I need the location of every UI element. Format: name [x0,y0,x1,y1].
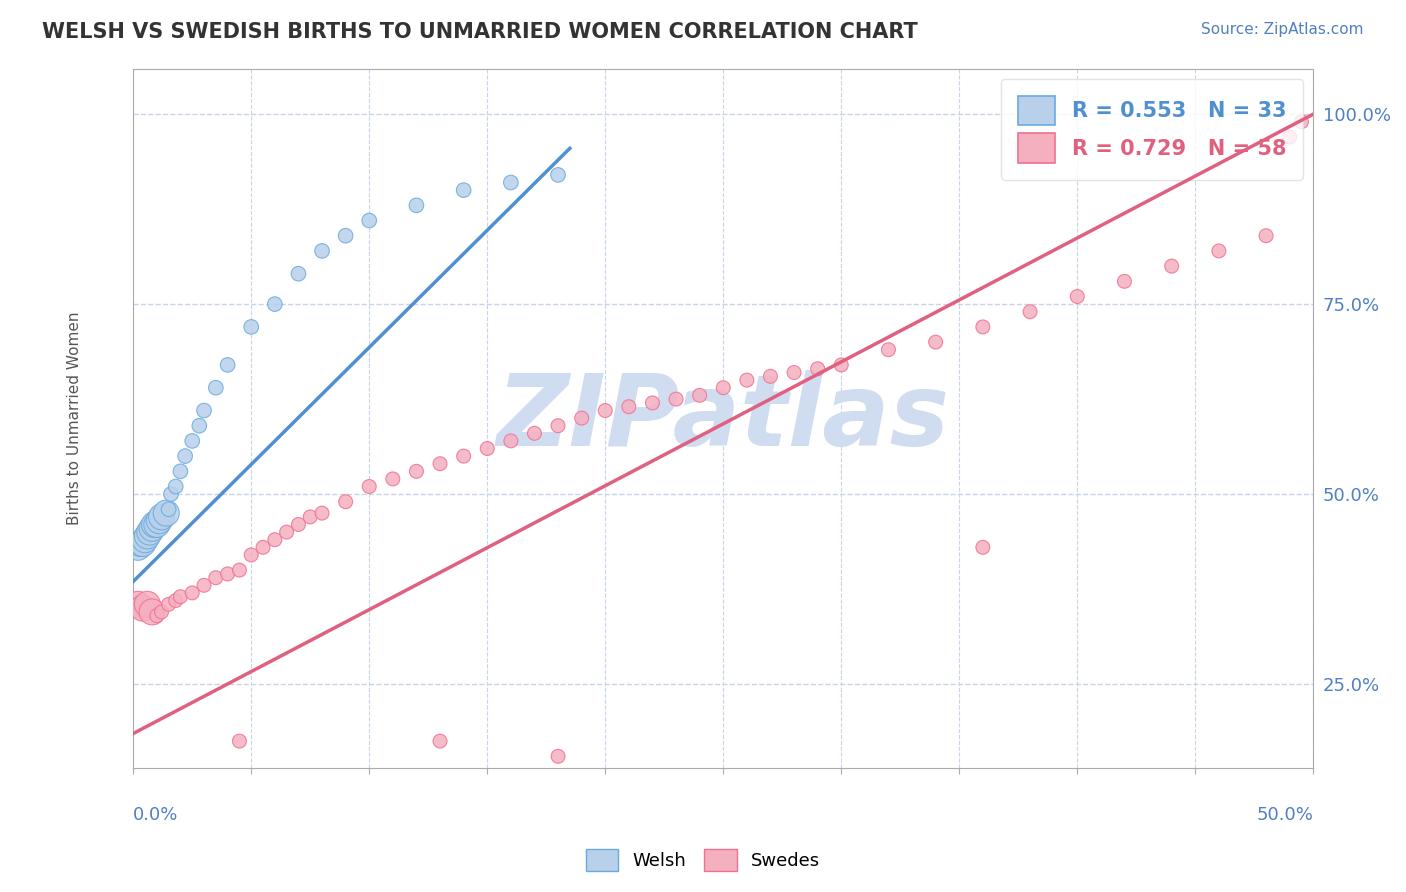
Point [547,168,569,182]
Point [205,571,228,585]
Point [405,198,427,212]
Point [759,369,782,384]
Point [477,442,499,456]
Point [665,392,688,406]
Point [547,418,569,433]
Point [169,590,191,604]
Point [228,734,250,748]
Point [139,525,162,540]
Point [134,533,156,547]
Point [972,319,994,334]
Text: ZIPatlas: ZIPatlas [496,369,950,467]
Point [689,388,711,402]
Legend: R = 0.553   N = 33, R = 0.729   N = 58: R = 0.553 N = 33, R = 0.729 N = 58 [1001,78,1303,179]
Point [499,434,522,448]
Point [228,563,250,577]
Point [1254,228,1277,243]
Point [150,605,173,619]
Point [381,472,404,486]
Point [148,514,170,528]
Point [1208,244,1230,258]
Point [146,608,169,623]
Point [783,366,806,380]
Point [165,479,187,493]
Point [359,479,381,493]
Point [188,418,211,433]
Point [217,358,239,372]
Point [174,449,197,463]
Text: Births to Unmarried Women: Births to Unmarried Women [66,311,82,524]
Point [287,517,309,532]
Point [141,521,163,535]
Point [547,795,569,809]
Point [571,411,593,425]
Point [240,319,263,334]
Point [641,396,664,410]
Point [523,426,546,441]
Point [136,529,159,543]
Point [252,541,274,555]
Point [617,400,640,414]
Point [429,457,451,471]
Point [335,494,357,508]
Point [181,586,204,600]
Text: Source: ZipAtlas.com: Source: ZipAtlas.com [1201,22,1364,37]
Point [924,335,946,350]
Text: 0.0%: 0.0% [134,806,179,824]
Point [217,566,239,581]
Point [240,548,263,562]
Point [263,297,285,311]
Point [129,536,152,550]
Point [160,487,183,501]
Point [143,517,166,532]
Point [830,358,852,372]
Point [136,597,159,611]
Point [453,449,475,463]
Point [453,183,475,197]
Point [1160,259,1182,273]
Point [711,381,734,395]
Point [311,506,333,520]
Point [359,213,381,227]
Point [1278,129,1301,144]
Point [877,343,900,357]
Point [155,506,177,520]
Point [157,502,180,516]
Point [593,403,616,417]
Point [193,578,215,592]
Point [276,525,298,540]
Point [287,267,309,281]
Point [972,541,994,555]
Point [1019,304,1042,318]
Point [157,597,180,611]
Point [165,593,187,607]
Point [205,381,228,395]
Point [1114,274,1136,288]
Point [181,434,204,448]
Point [193,403,215,417]
Point [131,536,153,550]
Point [141,605,163,619]
Point [299,509,322,524]
Point [263,533,285,547]
Point [311,244,333,258]
Point [131,601,153,615]
Point [405,464,427,478]
Point [127,541,149,555]
Point [150,509,173,524]
Point [547,749,569,764]
Point [499,176,522,190]
Point [807,361,830,376]
Point [429,734,451,748]
Point [127,597,149,611]
Point [146,517,169,532]
Point [169,464,191,478]
Point [1291,114,1313,128]
Point [335,228,357,243]
Legend: Welsh, Swedes: Welsh, Swedes [578,842,828,879]
Text: WELSH VS SWEDISH BIRTHS TO UNMARRIED WOMEN CORRELATION CHART: WELSH VS SWEDISH BIRTHS TO UNMARRIED WOM… [42,22,918,42]
Point [1066,289,1088,303]
Point [735,373,758,387]
Text: 50.0%: 50.0% [1257,806,1313,824]
